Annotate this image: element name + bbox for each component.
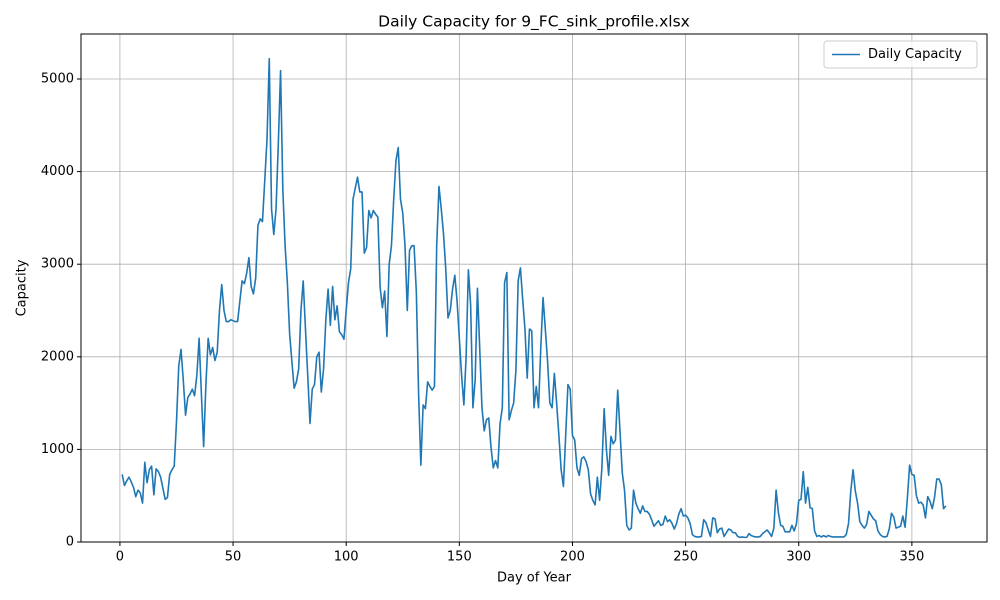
x-tick-label: 350 xyxy=(899,550,924,565)
chart-title: Daily Capacity for 9_FC_sink_profile.xls… xyxy=(378,13,690,32)
y-tick-label: 2000 xyxy=(41,349,74,364)
y-tick-label: 3000 xyxy=(41,257,74,272)
legend-box xyxy=(823,40,978,69)
x-tick-label: 150 xyxy=(447,550,472,565)
legend-label: Daily Capacity xyxy=(868,47,962,62)
x-tick-label: 0 xyxy=(116,550,124,565)
y-tick-label: 5000 xyxy=(41,72,74,87)
x-tick-label: 100 xyxy=(334,550,359,565)
x-axis-label: Day of Year xyxy=(497,571,572,586)
y-tick-label: 4000 xyxy=(41,164,74,179)
x-tick-label: 200 xyxy=(560,550,585,565)
plot-frame xyxy=(80,33,988,543)
x-tick-label: 300 xyxy=(786,550,811,565)
x-tick-label: 50 xyxy=(225,550,242,565)
y-tick-label: 0 xyxy=(66,535,74,550)
data-line xyxy=(121,57,947,539)
x-tick-label: 250 xyxy=(673,550,698,565)
y-tick-label: 1000 xyxy=(41,442,74,457)
y-axis-label: Capacity xyxy=(15,259,30,316)
